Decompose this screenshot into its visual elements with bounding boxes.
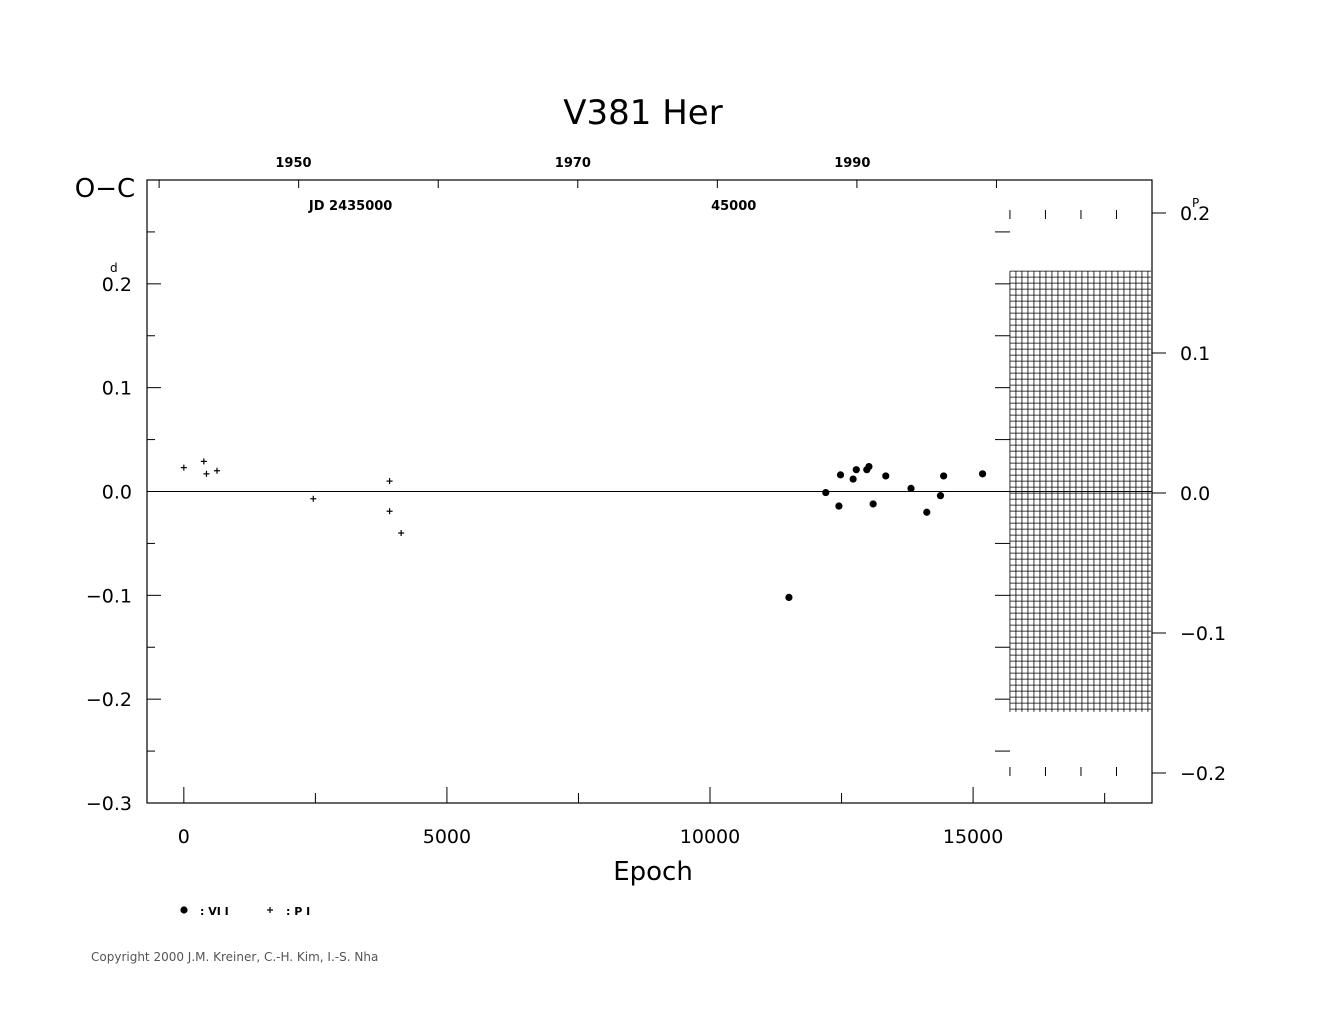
x-tick-label: 15000 xyxy=(943,826,1003,848)
jd-label: JD 2435000 xyxy=(308,199,392,214)
copyright-text: Copyright 2000 J.M. Kreiner, C.-H. Kim, … xyxy=(91,950,378,964)
x-axis-title: Epoch xyxy=(613,857,693,887)
data-point-dot xyxy=(852,466,860,474)
data-point-plus xyxy=(213,467,220,474)
jd-label: 45000 xyxy=(711,199,756,214)
x-tick-label: 0 xyxy=(178,826,190,848)
data-point-plus xyxy=(200,458,207,465)
data-point-dot xyxy=(822,488,830,497)
data-point-plus xyxy=(386,478,393,485)
y-unit-label: d xyxy=(110,261,118,275)
data-point-plus xyxy=(398,530,405,537)
top-year-label: 1970 xyxy=(555,156,591,171)
data-point-dot xyxy=(907,484,915,492)
data-point-plus xyxy=(203,470,210,477)
data-point-dot xyxy=(869,500,877,508)
data-point-dot xyxy=(936,492,945,500)
legend-dot-marker xyxy=(180,906,188,914)
y-tick-label: 0.0 xyxy=(102,482,132,504)
y-tick-label: −0.3 xyxy=(86,793,132,815)
y-tick-label: −0.2 xyxy=(86,689,132,711)
data-point-dot xyxy=(882,472,890,480)
data-point-plus xyxy=(310,495,317,502)
y-unit-right-label: P xyxy=(1192,196,1199,210)
y-tick-label: −0.1 xyxy=(86,585,132,607)
data-point-dot xyxy=(923,508,931,516)
axis-ticks: 0.20.10.0−0.1−0.2−0.3d0.20.10.0−0.1−0.2P… xyxy=(86,156,1226,848)
chart-title: V381 Her xyxy=(563,93,722,133)
data-point-plus xyxy=(386,508,393,515)
data-point-dot xyxy=(978,470,987,478)
x-tick-label: 10000 xyxy=(680,826,740,848)
y-tick-label: 0.2 xyxy=(102,274,132,296)
y-tick-label: 0.1 xyxy=(102,378,132,400)
y-tick-right-label: 0.0 xyxy=(1180,483,1210,505)
data-point-plus xyxy=(180,464,187,471)
top-year-label: 1990 xyxy=(834,156,870,171)
y-tick-right-label: 0.1 xyxy=(1180,343,1210,365)
x-tick-label: 5000 xyxy=(423,826,471,848)
legend-label-dot: : VI I xyxy=(200,905,229,918)
data-point-dot xyxy=(849,475,857,483)
data-point-dot xyxy=(865,462,873,471)
y-tick-right-label: 0.2 xyxy=(1180,203,1210,225)
data-point-dot xyxy=(835,502,843,510)
legend: : VI I : P I xyxy=(180,905,310,918)
y-tick-right-label: −0.2 xyxy=(1180,763,1226,785)
data-points xyxy=(180,458,987,602)
y-tick-right-label: −0.1 xyxy=(1180,623,1226,645)
top-year-label: 1950 xyxy=(275,156,311,171)
data-point-dot xyxy=(940,472,948,480)
y-axis-title: O−C xyxy=(75,174,135,204)
data-point-dot xyxy=(836,471,845,479)
legend-label-plus: : P I xyxy=(286,905,310,918)
data-point-dot xyxy=(785,593,793,602)
